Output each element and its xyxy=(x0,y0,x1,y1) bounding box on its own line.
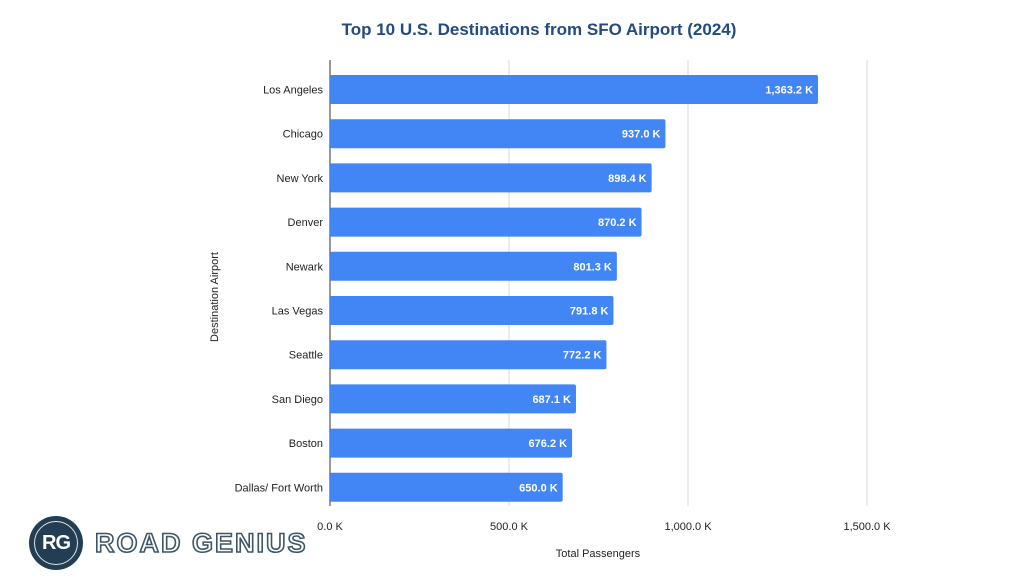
data-label: 650.0 K xyxy=(519,482,558,494)
bar xyxy=(330,428,573,458)
bar xyxy=(330,296,614,325)
data-label: 870.2 K xyxy=(598,217,637,229)
data-label: 937.0 K xyxy=(622,129,661,141)
x-tick-label: 1,500.0 K xyxy=(843,521,891,533)
y-tick-label: Boston xyxy=(289,438,323,450)
road-genius-logo: RG ROAD GENIUS xyxy=(29,516,308,570)
y-tick-label: Los Angeles xyxy=(263,85,323,97)
x-tick-label: 1,000.0 K xyxy=(664,521,712,533)
bar xyxy=(330,163,652,193)
data-label: 1,363.2 K xyxy=(765,85,813,97)
y-tick-label: Denver xyxy=(288,217,324,229)
x-tick-label: 0.0 K xyxy=(317,521,343,533)
logo-mark: RG xyxy=(34,521,78,565)
y-tick-label: Chicago xyxy=(283,129,323,141)
y-tick-label: Dallas/ Fort Worth xyxy=(235,482,323,494)
bar xyxy=(330,75,819,104)
data-label: 676.2 K xyxy=(529,438,568,450)
logo-badge-icon: RG xyxy=(29,516,83,570)
bar xyxy=(330,251,617,281)
bar xyxy=(330,384,576,414)
data-label: 801.3 K xyxy=(573,261,612,273)
x-axis-title: Total Passengers xyxy=(556,548,641,560)
bar xyxy=(330,207,642,237)
y-tick-label: New York xyxy=(277,173,324,185)
y-tick-label: San Diego xyxy=(272,394,323,406)
y-tick-label: Newark xyxy=(286,261,324,273)
bar xyxy=(330,472,563,502)
data-label: 772.2 K xyxy=(563,350,602,362)
data-label: 791.8 K xyxy=(570,306,609,318)
bar xyxy=(330,340,607,370)
y-axis-title: Destination Airport xyxy=(209,252,221,342)
y-tick-label: Seattle xyxy=(289,350,323,362)
logo-text: ROAD GENIUS xyxy=(94,527,308,559)
bar xyxy=(330,119,666,149)
data-label: 687.1 K xyxy=(532,394,571,406)
x-tick-label: 500.0 K xyxy=(490,521,529,533)
chart-title: Top 10 U.S. Destinations from SFO Airpor… xyxy=(341,20,737,39)
y-tick-label: Las Vegas xyxy=(272,306,324,318)
data-label: 898.4 K xyxy=(608,173,647,185)
